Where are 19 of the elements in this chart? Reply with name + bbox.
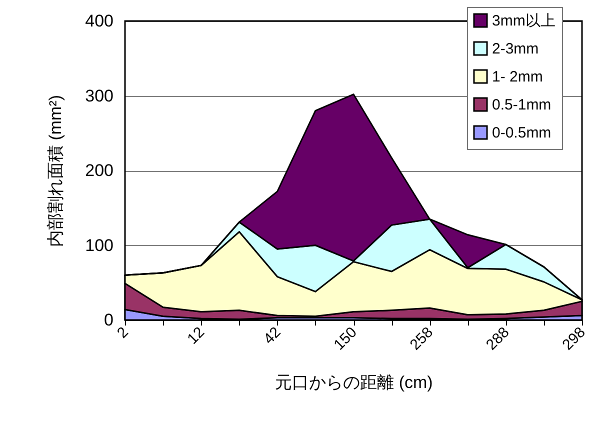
y-tick-label: 200: [85, 161, 114, 180]
x-tick-label: 42: [260, 324, 284, 348]
x-tick-label: 288: [482, 324, 513, 354]
x-tick-label: 12: [184, 324, 208, 348]
x-tick-label: 298: [559, 324, 589, 354]
y-tick-label: 400: [85, 12, 114, 30]
y-axis-title: 内部割れ面積 (mm²): [46, 94, 66, 248]
x-tick-label: 258: [406, 324, 437, 354]
x-tick-label: 150: [330, 324, 360, 354]
legend-label: 0.5-1mm: [492, 96, 552, 114]
y-tick-label: 300: [85, 86, 114, 106]
x-axis-title: 元口からの距離 (cm): [275, 372, 433, 392]
y-tick-label: 100: [85, 236, 114, 255]
x-tick-label: 2: [114, 324, 132, 342]
legend-label: 3mm以上: [492, 12, 556, 30]
legend-label: 0-0.5mm: [492, 124, 552, 142]
legend-label: 2-3mm: [492, 40, 539, 58]
y-tick-label: 0: [104, 310, 114, 330]
legend-label: 1- 2mm: [492, 68, 543, 86]
